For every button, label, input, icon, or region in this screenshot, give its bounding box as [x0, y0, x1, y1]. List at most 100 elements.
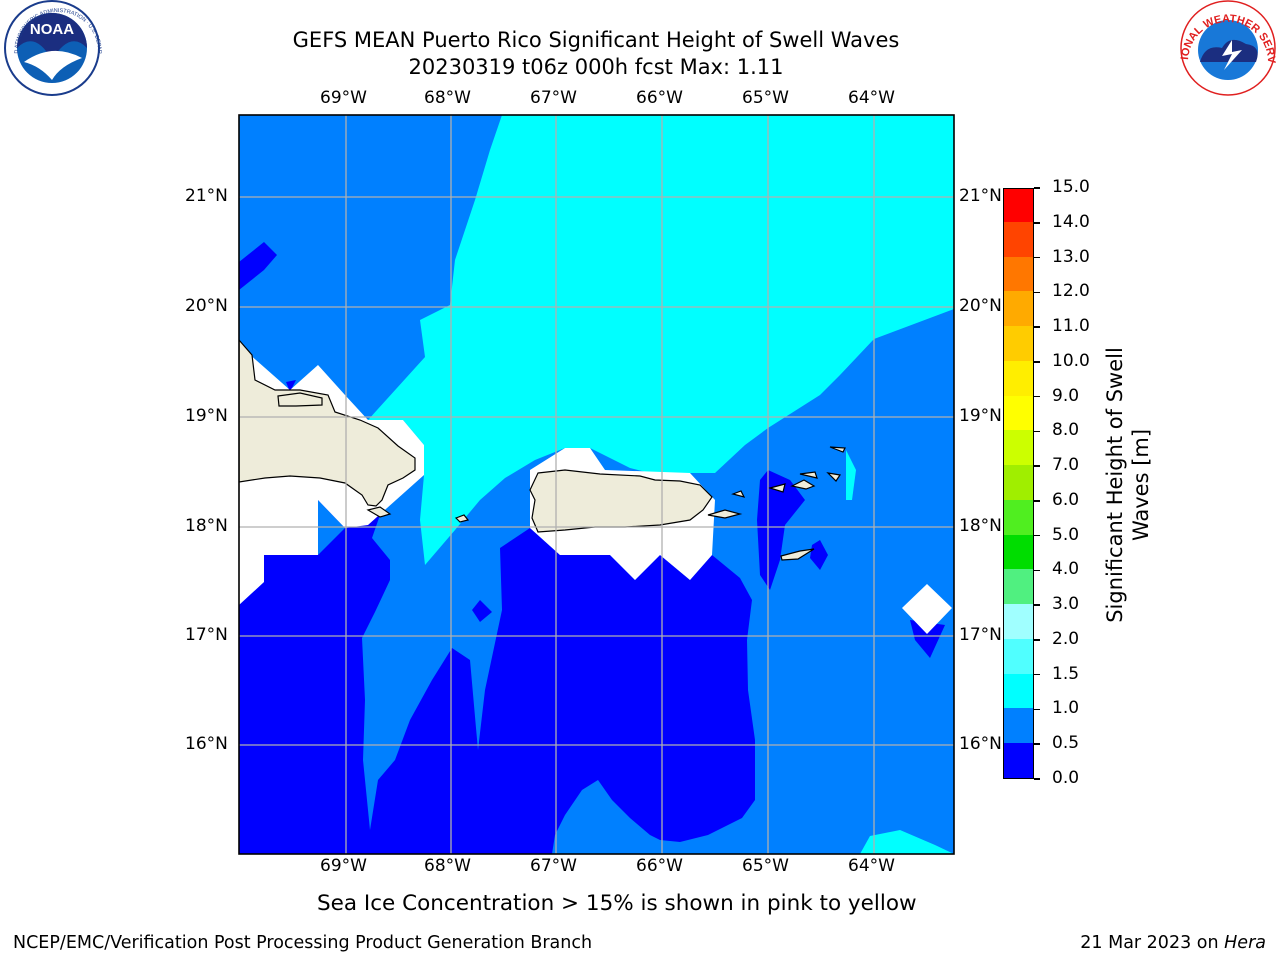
colorbar-tick-mark	[1034, 639, 1040, 641]
land-tortola	[799, 471, 818, 479]
lon-label-top-66w: 66°W	[636, 88, 683, 108]
colorbar-swatch	[1004, 290, 1033, 327]
colorbar-tick-mark	[1034, 256, 1040, 259]
lat-label-left-19n: 19°N	[185, 406, 228, 426]
colorbar-tick-mark	[1034, 361, 1040, 363]
colorbar-tick-label: 11.0	[1052, 316, 1090, 337]
land-st-john	[790, 479, 816, 490]
colorbar-tick-label: 13.0	[1052, 246, 1090, 267]
land-mona	[454, 514, 470, 523]
chart-title: GEFS MEAN Puerto Rico Significant Height…	[292, 28, 900, 52]
colorbar-tick-mark	[1034, 430, 1040, 433]
land-anegada	[829, 446, 846, 453]
colorbar-tick-label: 1.5	[1052, 663, 1080, 684]
noaa-logo-text: NOAA	[30, 21, 74, 38]
swell-height-field	[239, 115, 954, 854]
lon-label-bottom-67w: 67°W	[530, 856, 577, 876]
lon-label-bottom-65w: 65°W	[742, 856, 789, 876]
land-virgin-gorda	[826, 472, 842, 482]
band-0p0-0p5-nw	[239, 242, 277, 290]
land-vieques	[707, 509, 743, 519]
colorbar-swatch	[1004, 189, 1033, 222]
land-culebra	[731, 490, 746, 498]
colorbar-label-line2: Waves [m]	[1129, 428, 1153, 542]
colorbar-tick-label: 6.0	[1052, 489, 1080, 510]
colorbar-tick-label: 15.0	[1052, 177, 1090, 197]
band-0p0-0p5-east	[757, 470, 805, 590]
colorbar-swatch	[1004, 325, 1033, 361]
lat-label-right-19n: 19°N	[959, 406, 1002, 426]
lat-label-left-21n: 21°N	[185, 186, 228, 206]
lat-label-left-18n: 18°N	[185, 516, 228, 536]
band-0p0-0p5-sliver	[286, 380, 296, 392]
colorbar-tick-label: 8.0	[1052, 420, 1080, 441]
lon-label-top-65w: 65°W	[742, 88, 789, 108]
colorbar-swatch	[1004, 534, 1033, 570]
band-0p0-0p5-se	[910, 620, 945, 658]
lat-label-left-20n: 20°N	[185, 296, 228, 316]
colorbar-swatch	[1004, 429, 1033, 466]
footer-machine: Hera	[1224, 933, 1266, 953]
graticule	[239, 115, 954, 854]
footer-date: 21 Mar 2023 on Hera	[1080, 933, 1266, 953]
colorbar-swatch	[1004, 221, 1033, 257]
colorbar-tick-label: 1.0	[1052, 698, 1080, 719]
footer-branch: NCEP/EMC/Verification Post Processing Pr…	[13, 933, 593, 953]
band-0p0-0p5	[239, 500, 755, 854]
colorbar-tick-label: 3.0	[1052, 594, 1080, 615]
lon-label-top-64w: 64°W	[848, 88, 895, 108]
colorbar-swatch	[1004, 464, 1033, 500]
colorbar-tick-label: 14.0	[1052, 211, 1090, 232]
lon-label-top-69w: 69°W	[320, 88, 367, 108]
colorbar-swatch	[1004, 360, 1033, 396]
colorbar-tick-label: 0.0	[1052, 768, 1080, 788]
lon-label-bottom-64w: 64°W	[848, 856, 895, 876]
land-hispaniola	[239, 339, 416, 507]
colorbar-tick-mark	[1034, 222, 1040, 224]
lat-label-right-21n: 21°N	[959, 186, 1002, 206]
colorbar-tick-label: 2.0	[1052, 628, 1080, 649]
land-mask-island-se	[902, 584, 952, 634]
colorbar-tick-label: 10.0	[1052, 350, 1090, 371]
land-st-croix	[780, 548, 815, 561]
lon-label-bottom-69w: 69°W	[320, 856, 367, 876]
lon-label-bottom-66w: 66°W	[636, 856, 683, 876]
band-1p0-1p5-patch	[846, 450, 856, 500]
colorbar-tick-mark	[1034, 534, 1040, 537]
colorbar-label-line1: Significant Height of Swell	[1103, 347, 1127, 623]
lon-label-top-67w: 67°W	[530, 88, 577, 108]
footer-date-text: 21 Mar 2023 on	[1080, 933, 1225, 953]
nws-logo: NATIONAL WEATHER SERVICE	[0, 0, 1277, 96]
colorbar-tick-label: 4.0	[1052, 559, 1080, 580]
colorbar-tick-mark	[1034, 465, 1040, 467]
colorbar-tick-mark	[1034, 708, 1040, 711]
lat-label-left-17n: 17°N	[185, 625, 228, 645]
band-0p0-0p5-patch	[810, 540, 828, 570]
colorbar-bar	[1003, 188, 1034, 779]
noaa-logo: NOAA NATIONAL OCEANIC AND ATMOSPHERIC AD…	[0, 0, 102, 96]
colorbar-tick-label: 7.0	[1052, 455, 1080, 476]
sea-ice-note: Sea Ice Concentration > 15% is shown in …	[317, 891, 917, 916]
map-frame	[238, 114, 955, 855]
lon-label-top-68w: 68°W	[424, 88, 471, 108]
colorbar-tick-label: 9.0	[1052, 385, 1080, 406]
colorbar-tick-mark	[1034, 569, 1040, 572]
colorbar-tick-mark	[1034, 187, 1040, 189]
land-puerto-rico	[529, 469, 713, 533]
colorbar-tick-mark	[1034, 778, 1040, 780]
colorbar-swatch	[1004, 603, 1033, 639]
nws-ring-text: NATIONAL WEATHER SERVICE	[0, 0, 1277, 64]
lat-label-right-17n: 17°N	[959, 625, 1002, 645]
colorbar-swatch	[1004, 638, 1033, 674]
land-st-thomas	[767, 483, 786, 493]
svg-text:NATIONAL WEATHER SERVICE: NATIONAL WEATHER SERVICE	[0, 0, 1277, 64]
lat-label-right-20n: 20°N	[959, 296, 1002, 316]
colorbar-tick-label: 5.0	[1052, 524, 1080, 545]
band-1p0-1p5-south	[860, 830, 954, 854]
lon-label-bottom-68w: 68°W	[424, 856, 471, 876]
colorbar-tick-label: 12.0	[1052, 281, 1090, 302]
colorbar-tick-mark	[1034, 604, 1040, 606]
chart-subtitle: 20230319 t06z 000h fcst Max: 1.11	[408, 55, 784, 79]
band-0p0-0p5-blob	[472, 600, 492, 622]
colorbar-swatch	[1004, 673, 1033, 709]
